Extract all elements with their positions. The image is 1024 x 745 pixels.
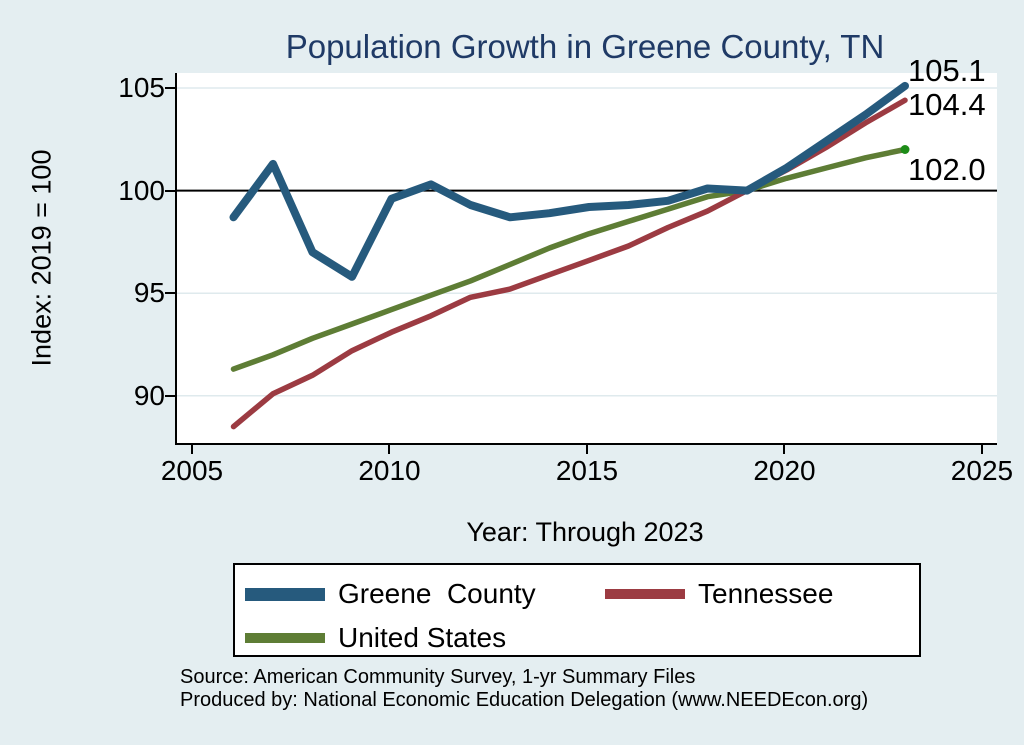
x-axis-tick-label-2025: 2025 [950, 455, 1014, 486]
legend: Greene County Tennessee United States [233, 563, 921, 657]
x-axis-tick-2025 [980, 445, 983, 454]
legend-label-greene-county: Greene County [338, 578, 536, 609]
source-line-2: Produced by: National Economic Education… [180, 689, 869, 711]
end-label-tennessee: 104.4 [908, 87, 986, 122]
x-axis-tick-2015 [585, 445, 588, 454]
chart-title: Population Growth in Greene County, TN [285, 28, 885, 65]
y-axis-tick-label-95: 95 [133, 277, 165, 309]
source-note: Source: American Community Survey, 1-yr … [180, 666, 868, 712]
x-axis-tick-label-2020: 2020 [753, 455, 816, 486]
legend-item-greene-county: Greene County [245, 575, 605, 613]
y-axis-tick-100 [165, 189, 175, 192]
legend-swatch-tennessee [605, 589, 685, 599]
x-axis-title: Year: Through 2023 [466, 517, 704, 547]
y-axis-tick-label-90: 90 [133, 379, 165, 411]
legend-item-tennessee: Tennessee [605, 575, 919, 613]
plot-area [175, 73, 997, 445]
legend-swatch-greene-county [245, 587, 325, 601]
x-axis-tick-label-2010: 2010 [358, 455, 421, 486]
x-axis-tick-label-2005: 2005 [160, 455, 224, 486]
end-label-greene-county: 105.1 [908, 53, 986, 88]
y-axis-tick-95 [165, 292, 175, 295]
x-axis-tick-2005 [190, 445, 193, 454]
y-axis-tick-label-100: 100 [118, 174, 165, 206]
x-axis-tick-2010 [388, 445, 391, 454]
legend-item-united-states: United States [245, 619, 605, 657]
y-axis-title: Index: 2019 = 100 [26, 149, 57, 367]
plot-svg [177, 81, 997, 430]
source-line-1: Source: American Community Survey, 1-yr … [180, 666, 696, 688]
x-axis-tick-2020 [783, 445, 786, 454]
series-line-greene-county [229, 81, 909, 281]
legend-label-tennessee: Tennessee [698, 578, 834, 609]
x-axis-tick-label-2015: 2015 [555, 455, 619, 486]
y-axis-tick-90 [165, 394, 175, 397]
legend-swatch-united-states [245, 633, 325, 643]
legend-label-united-states: United States [338, 622, 507, 653]
end-label-united-states: 102.0 [908, 152, 986, 187]
y-axis-tick-label-105: 105 [118, 71, 165, 103]
y-axis-tick-105 [165, 86, 175, 89]
series-line-united-states [230, 146, 908, 372]
end-marker-united-states [900, 145, 910, 154]
